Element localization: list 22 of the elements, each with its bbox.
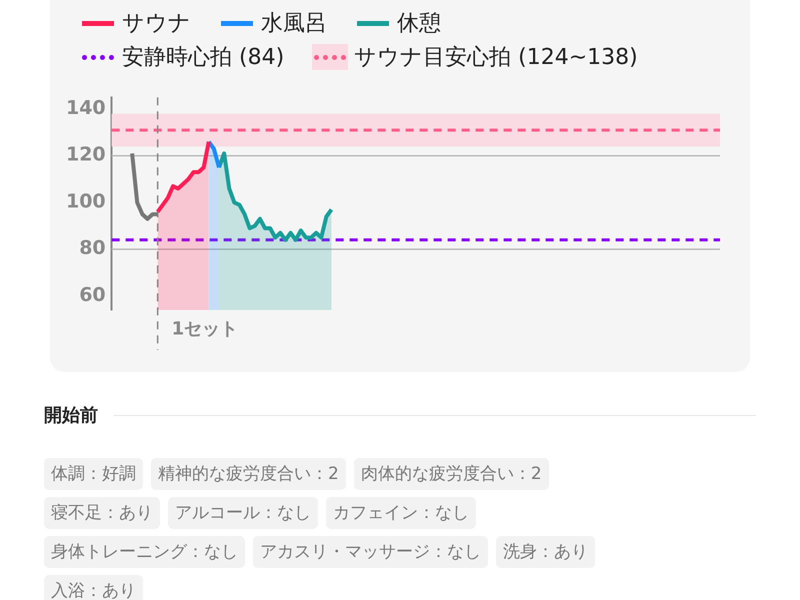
y-tick-label: 100 (66, 190, 106, 212)
text: 寝不足：あり (44, 497, 160, 529)
text: アカスリ・マッサージ：なし (253, 536, 488, 568)
text: 身体トレーニング：なし (44, 536, 245, 568)
text: 体調：好調 (44, 458, 143, 490)
text: 肉体的な疲労度合い：2 (354, 458, 549, 490)
y-tick-label: 80 (79, 237, 106, 260)
text: 1セット (172, 318, 238, 340)
text: 洗身：あり (496, 536, 595, 568)
legend-label: 水風呂 (261, 10, 327, 38)
text: 開始前 (44, 404, 98, 427)
text: 入浴：あり (44, 575, 143, 600)
legend-label: サウナ (122, 10, 191, 38)
y-tick-label: 140 (66, 97, 106, 120)
legend-label: サウナ目安心拍 (124~138) (354, 44, 638, 72)
legend-label: 休憩 (397, 10, 441, 38)
y-tick-label: 60 (79, 284, 106, 306)
text: アルコール：なし (168, 497, 318, 529)
y-tick-label: 120 (66, 144, 106, 166)
text: カフェイン：なし (326, 497, 476, 529)
legend-label: 安静時心拍 (84) (122, 44, 284, 72)
text: 精神的な疲労度合い：2 (151, 458, 346, 490)
